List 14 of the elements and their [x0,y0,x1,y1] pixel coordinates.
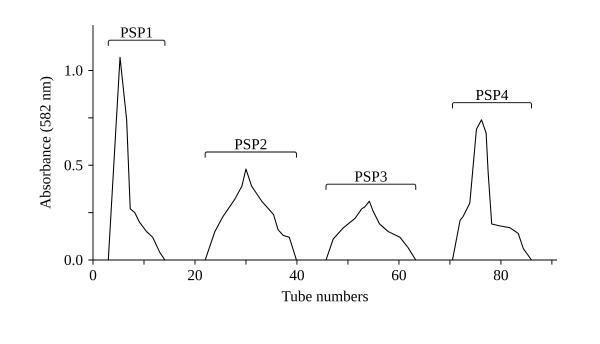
annotation: PSP3 [354,171,387,182]
y-axis-title: Absorbance (582 nm) [40,76,54,209]
x-axis-title: Tube numbers [282,290,368,302]
annotation: PSP1 [120,27,152,38]
y-tick-label: 1.0 [65,65,82,76]
x-tick-label: 80 [494,270,508,280]
y-tick-label: 0.0 [64,254,82,266]
x-tick-label: 60 [392,270,406,280]
x-tick-label: 0 [90,270,96,280]
x-tick-label: 40 [290,270,304,280]
annotation: PSP2 [234,139,266,150]
x-tick-label: 20 [188,270,202,280]
y-tick-label: 0.5 [64,160,82,170]
annotation: PSP4 [476,90,508,100]
